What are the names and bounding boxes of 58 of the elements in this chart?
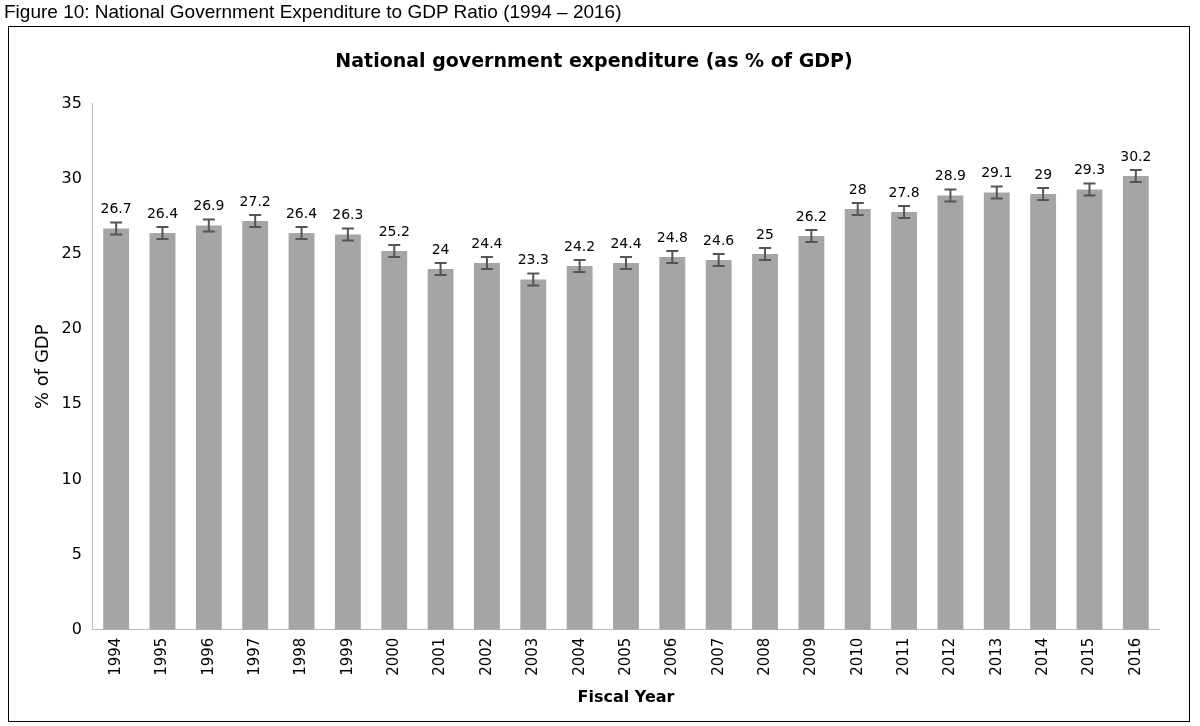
data-label: 23.3 bbox=[517, 251, 549, 268]
data-label: 26.4 bbox=[285, 204, 318, 221]
data-label: 29.1 bbox=[981, 164, 1013, 181]
data-label: 26.4 bbox=[146, 204, 179, 221]
x-tick-label: 1994 bbox=[106, 637, 125, 676]
x-tick-label: 1998 bbox=[291, 637, 310, 676]
data-label: 24.4 bbox=[610, 234, 642, 251]
chart-title: National government expenditure (as % of GDP) bbox=[335, 49, 853, 72]
x-tick-label: 2016 bbox=[1125, 637, 1144, 676]
x-tick-label: 1999 bbox=[337, 637, 356, 676]
x-tick-label: 2009 bbox=[801, 637, 820, 676]
data-label: 30.2 bbox=[1120, 147, 1152, 164]
y-tick-label: 35 bbox=[61, 92, 82, 112]
y-tick-label: 30 bbox=[61, 168, 82, 188]
x-tick-label: 2015 bbox=[1079, 637, 1098, 676]
x-tick-label: 2011 bbox=[893, 637, 912, 676]
x-tick-label: 2008 bbox=[754, 637, 773, 676]
x-tick-label: 1996 bbox=[198, 637, 217, 676]
data-label: 29.3 bbox=[1073, 161, 1106, 178]
y-tick-label: 25 bbox=[61, 243, 82, 263]
data-label: 26.7 bbox=[100, 200, 132, 217]
x-tick-label: 2001 bbox=[430, 637, 449, 676]
caption: Figure 10: National Government Expenditure to GDP Ratio (1994 – 2016) bbox=[3, 0, 623, 24]
data-label: 24.6 bbox=[703, 231, 735, 248]
data-label: 25.2 bbox=[378, 222, 410, 239]
y-tick-label: 10 bbox=[61, 468, 82, 488]
x-tick-label: 2006 bbox=[662, 637, 681, 676]
x-tick-label: 2014 bbox=[1033, 637, 1052, 676]
y-tick-label: 0 bbox=[71, 618, 82, 638]
x-tick-label: 1995 bbox=[152, 637, 171, 676]
y-axis-title: % of GDP bbox=[31, 324, 53, 409]
data-label: 24 bbox=[431, 240, 450, 257]
x-tick-label: 2000 bbox=[384, 637, 403, 676]
data-label: 24.4 bbox=[471, 234, 503, 251]
x-tick-label: 1997 bbox=[245, 637, 264, 676]
data-label: 25 bbox=[756, 225, 774, 242]
x-tick-label: 2012 bbox=[940, 637, 959, 676]
data-label: 26.2 bbox=[795, 207, 827, 224]
x-tick-label: 2013 bbox=[986, 637, 1005, 676]
x-tick-label: 2004 bbox=[569, 637, 588, 676]
x-tick-label: 2010 bbox=[847, 637, 866, 676]
y-tick-label: 15 bbox=[61, 393, 82, 413]
data-label: 29 bbox=[1034, 165, 1053, 182]
x-axis-title: Fiscal Year bbox=[577, 686, 675, 706]
data-label: 28 bbox=[848, 180, 867, 197]
data-label: 24.2 bbox=[564, 237, 596, 254]
x-tick-label: 2003 bbox=[523, 637, 542, 676]
x-tick-label: 2007 bbox=[708, 637, 727, 676]
data-label: 27.8 bbox=[888, 183, 920, 200]
x-tick-label: 2005 bbox=[615, 637, 634, 676]
x-tick-label: 2002 bbox=[476, 637, 495, 676]
data-label: 28.9 bbox=[934, 167, 967, 184]
data-label: 27.2 bbox=[239, 192, 271, 209]
data-label: 24.8 bbox=[656, 228, 688, 245]
y-tick-label: 5 bbox=[71, 543, 82, 563]
y-tick-label: 20 bbox=[61, 318, 82, 338]
data-label: 26.3 bbox=[332, 206, 364, 223]
data-label: 26.9 bbox=[193, 197, 225, 214]
